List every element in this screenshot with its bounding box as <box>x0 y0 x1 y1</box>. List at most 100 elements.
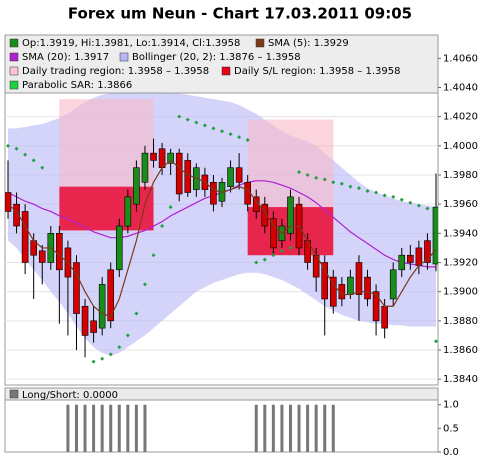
legend-label: Parabolic SAR: 1.3866 <box>22 80 132 91</box>
y-tick-label: 1.4060 <box>443 53 478 64</box>
candle-body <box>261 203 269 227</box>
candle-body <box>210 181 217 205</box>
legend-label: Daily S/L region: 1.3958 – 1.3958 <box>234 66 400 77</box>
candle-body <box>5 192 12 212</box>
sar-dot <box>382 193 387 198</box>
legend-swatch <box>119 52 129 62</box>
y-tick-label: 1.3980 <box>443 170 478 181</box>
sar-dot <box>228 132 233 137</box>
sar-dot <box>185 117 190 122</box>
legend-swatch <box>9 52 19 62</box>
sar-dot <box>297 170 302 175</box>
legend-swatch <box>221 66 231 76</box>
long-short-bar <box>323 404 327 452</box>
sar-dot <box>40 165 45 170</box>
candle-body <box>98 284 106 329</box>
candle-body <box>141 152 149 183</box>
sar-dot <box>134 311 139 316</box>
legend-label: Op:1.3919, Hi:1.3981, Lo:1.3914, Cl:1.39… <box>22 38 240 49</box>
candle-body <box>364 276 371 300</box>
sar-dot <box>271 253 276 258</box>
legend-swatch <box>9 38 19 48</box>
sar-dot <box>399 197 404 202</box>
legend-swatch <box>9 66 19 76</box>
candle-body <box>90 320 97 333</box>
sar-dot <box>254 260 259 265</box>
long-short-bar <box>331 404 335 452</box>
candle-body <box>38 250 46 263</box>
y-tick-label: 0.0 <box>443 447 459 457</box>
y-tick-label: 1.3860 <box>443 345 478 356</box>
candle-body <box>21 211 29 263</box>
sar-dot <box>314 175 319 180</box>
candle-body <box>372 291 380 322</box>
candle-body <box>389 269 397 300</box>
candle-body <box>73 262 80 314</box>
sar-dot <box>365 189 370 194</box>
sar-dot <box>23 152 28 157</box>
sma5-line <box>7 159 437 318</box>
sar-dot <box>237 135 242 140</box>
sar-dot <box>142 282 147 287</box>
candle-body <box>235 167 243 183</box>
sar-dot <box>348 184 353 189</box>
lower-legend-box <box>4 387 439 401</box>
sar-dot <box>374 190 379 195</box>
candle-body <box>107 269 115 322</box>
candle-body <box>321 262 329 300</box>
chart-title: Forex um Neun - Chart 17.03.2011 09:05 <box>68 5 412 23</box>
sar-dot <box>331 180 336 185</box>
long-short-bar <box>143 404 147 452</box>
long-short-bar <box>254 404 258 452</box>
candle-body <box>424 240 431 263</box>
candle-body <box>329 276 337 307</box>
candle-body <box>81 305 89 336</box>
sar-dot <box>288 245 293 250</box>
candle-body <box>56 233 63 271</box>
candle-body <box>115 225 123 271</box>
candle-body <box>381 305 388 329</box>
y-tick-label: 1.4000 <box>443 141 478 152</box>
y-tick-label: 1.3900 <box>443 287 478 298</box>
long-short-bar <box>271 404 275 452</box>
y-tick-label: 1.0 <box>443 400 459 411</box>
sar-dot <box>100 356 105 361</box>
long-short-bar <box>126 404 130 452</box>
sar-dot <box>168 205 173 210</box>
sar-dot <box>408 200 413 205</box>
candle-body <box>270 218 277 249</box>
candle-body <box>133 167 140 205</box>
candle-body <box>158 148 166 169</box>
y-tick-label: 1.3840 <box>443 374 478 385</box>
candle-body <box>150 152 157 161</box>
y-tick-label: 1.3920 <box>443 258 478 269</box>
sar-dot <box>245 138 250 142</box>
sar-dot <box>211 126 216 131</box>
y-tick-label: 1.3940 <box>443 228 478 239</box>
legend-swatch <box>9 80 19 90</box>
long-short-bar <box>134 404 138 452</box>
long-short-bar <box>100 404 104 452</box>
candle-body <box>175 152 183 195</box>
long-short-bar <box>74 404 78 452</box>
long-short-bar <box>83 404 87 452</box>
sar-dot <box>14 146 19 151</box>
y-tick-label: 1.3960 <box>443 199 478 210</box>
sar-dot <box>279 248 284 253</box>
sar-dot <box>322 177 327 182</box>
long-short-bar <box>306 404 310 452</box>
plot-area <box>5 57 438 380</box>
candle-body <box>355 262 363 295</box>
candle-body <box>167 152 174 164</box>
long-short-bar <box>66 404 70 452</box>
long-short-bar <box>109 404 113 452</box>
candle-body <box>193 167 200 190</box>
candle-body <box>184 160 192 193</box>
sar-dot <box>416 203 421 208</box>
legend-label: SMA (20): 1.3917 <box>22 52 109 63</box>
y-tick-label: 1.3880 <box>443 316 478 327</box>
sar-dot <box>194 120 199 125</box>
y-tick-label: 0.5 <box>443 423 459 434</box>
sar-dot <box>262 257 267 262</box>
